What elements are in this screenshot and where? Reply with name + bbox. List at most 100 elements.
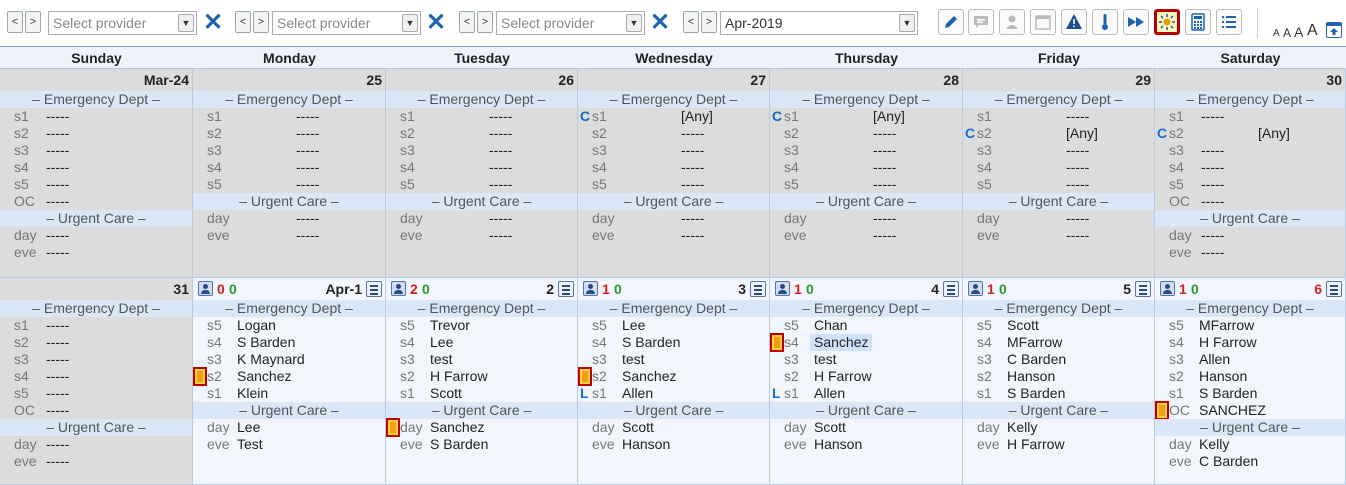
font-size-s[interactable]: A [1283, 26, 1292, 40]
provider-name[interactable]: Allen [1199, 351, 1231, 367]
shift-row[interactable]: s5 MFarrow [1155, 317, 1345, 334]
shift-row[interactable]: eve ----- [0, 244, 192, 261]
shift-row[interactable]: s1 S Barden [1155, 385, 1345, 402]
menu-icon[interactable] [558, 281, 574, 297]
shift-row[interactable]: eve ----- [963, 227, 1154, 244]
shift-row[interactable]: s5 ----- [193, 176, 385, 193]
shift-row[interactable]: s3 test [578, 351, 769, 368]
provider-name[interactable]: ----- [46, 176, 70, 192]
provider-name[interactable]: ----- [873, 227, 897, 243]
provider-name[interactable]: ----- [489, 108, 513, 124]
shift-row[interactable]: s3 ----- [963, 142, 1154, 159]
shift-row[interactable]: day Kelly [963, 419, 1154, 436]
edit-button[interactable] [938, 9, 964, 35]
provider-name[interactable]: ----- [296, 108, 320, 124]
font-size-l[interactable]: A [1307, 22, 1318, 39]
shift-row[interactable]: eve ----- [578, 227, 769, 244]
shift-row[interactable]: s5 Logan [193, 317, 385, 334]
user-icon[interactable] [775, 281, 790, 296]
shift-row[interactable]: s4 ----- [386, 159, 577, 176]
provider-name[interactable]: ----- [296, 159, 320, 175]
provider-name[interactable]: MFarrow [1199, 317, 1255, 333]
provider-name[interactable]: Sanchez [430, 419, 485, 435]
provider-name[interactable]: ----- [46, 453, 70, 469]
clear-provider-button[interactable]: ✕ [649, 9, 671, 36]
provider-name[interactable]: Logan [237, 317, 276, 333]
shift-row[interactable]: eve ----- [1155, 244, 1345, 261]
shift-row[interactable]: s2 ----- [578, 125, 769, 142]
shift-row[interactable]: s3 ----- [0, 351, 192, 368]
shift-row[interactable]: eve ----- [193, 227, 385, 244]
provider-name[interactable]: H Farrow [430, 368, 488, 384]
font-size-xs[interactable]: A [1273, 28, 1280, 39]
provider-name[interactable]: ----- [46, 368, 70, 384]
provider-name[interactable]: ----- [489, 176, 513, 192]
provider-name[interactable]: Lee [622, 317, 646, 333]
user-icon[interactable] [198, 281, 213, 296]
clear-provider-button[interactable]: ✕ [202, 9, 224, 36]
shift-row[interactable]: s4 ----- [1155, 159, 1345, 176]
shift-row[interactable]: eve Hanson [770, 436, 962, 453]
thermometer-button[interactable] [1092, 9, 1118, 35]
day-cell[interactable]: 4 1 0 – Emergency Dept – s5 Chan s4 Sanchez s3 te… [770, 278, 963, 485]
shift-row[interactable]: s5 ----- [1155, 176, 1345, 193]
shift-row[interactable]: OC ----- [0, 402, 192, 419]
provider-name[interactable]: test [430, 351, 453, 367]
flag-icon[interactable] [770, 333, 784, 352]
provider-name[interactable]: ----- [46, 351, 70, 367]
shift-row[interactable]: s4 ----- [193, 159, 385, 176]
shift-row[interactable]: OC SANCHEZ [1155, 401, 1345, 420]
calendar-button[interactable] [1030, 9, 1056, 35]
shift-row[interactable]: s2 ----- [0, 125, 192, 142]
menu-icon[interactable] [750, 281, 766, 297]
shift-row[interactable]: day ----- [1155, 227, 1345, 244]
provider-name[interactable]: ----- [296, 176, 320, 192]
shift-row[interactable]: s3 test [770, 351, 962, 368]
sun-button[interactable] [1154, 9, 1180, 35]
provider-name[interactable]: ----- [489, 159, 513, 175]
provider-name[interactable]: ----- [46, 108, 70, 124]
shift-row[interactable]: s3 ----- [386, 142, 577, 159]
provider-name[interactable]: ----- [1066, 210, 1090, 226]
day-cell[interactable]: Mar-24– Emergency Dept – s1 ----- s2 ----- s3… [0, 69, 193, 278]
comment-button[interactable] [968, 9, 994, 35]
provider-name[interactable]: S Barden [430, 436, 489, 452]
prev-button[interactable]: < [235, 11, 251, 33]
flag-icon[interactable] [386, 418, 400, 437]
shift-row[interactable]: s4 S Barden [193, 334, 385, 351]
provider-name[interactable]: Hanson [814, 436, 863, 452]
shift-row[interactable]: s4 H Farrow [1155, 334, 1345, 351]
shift-row[interactable]: day ----- [0, 436, 192, 453]
shift-row[interactable]: s4 ----- [770, 159, 962, 176]
shift-row[interactable]: day ----- [578, 210, 769, 227]
shift-row[interactable]: s5 ----- [963, 176, 1154, 193]
day-cell[interactable]: 3 1 0 – Emergency Dept – s5 Lee s4 S Barden s3 te… [578, 278, 770, 485]
provider-name[interactable]: Allen [622, 385, 654, 401]
next-button[interactable]: > [477, 11, 493, 33]
shift-row[interactable]: eve Hanson [578, 436, 769, 453]
provider-name[interactable]: MFarrow [1007, 334, 1063, 350]
shift-row[interactable]: s2 ----- [0, 334, 192, 351]
user-icon[interactable] [391, 281, 406, 296]
menu-icon[interactable] [1326, 281, 1342, 297]
shift-row[interactable]: s5 ----- [578, 176, 769, 193]
list-button[interactable] [1216, 9, 1242, 35]
provider-name[interactable]: ----- [681, 176, 705, 192]
shift-row[interactable]: OC ----- [0, 193, 192, 210]
flag-icon[interactable] [193, 367, 207, 386]
next-button[interactable]: > [253, 11, 269, 33]
shift-row[interactable]: s2 Sanchez [578, 367, 769, 386]
shift-row[interactable]: s4 ----- [0, 159, 192, 176]
shift-row[interactable]: s4 Lee [386, 334, 577, 351]
provider-name[interactable]: ----- [873, 176, 897, 192]
shift-row[interactable]: s5 Lee [578, 317, 769, 334]
provider-name[interactable]: ----- [681, 142, 705, 158]
shift-row[interactable]: s3 ----- [193, 142, 385, 159]
next-month-button[interactable]: > [701, 11, 717, 33]
